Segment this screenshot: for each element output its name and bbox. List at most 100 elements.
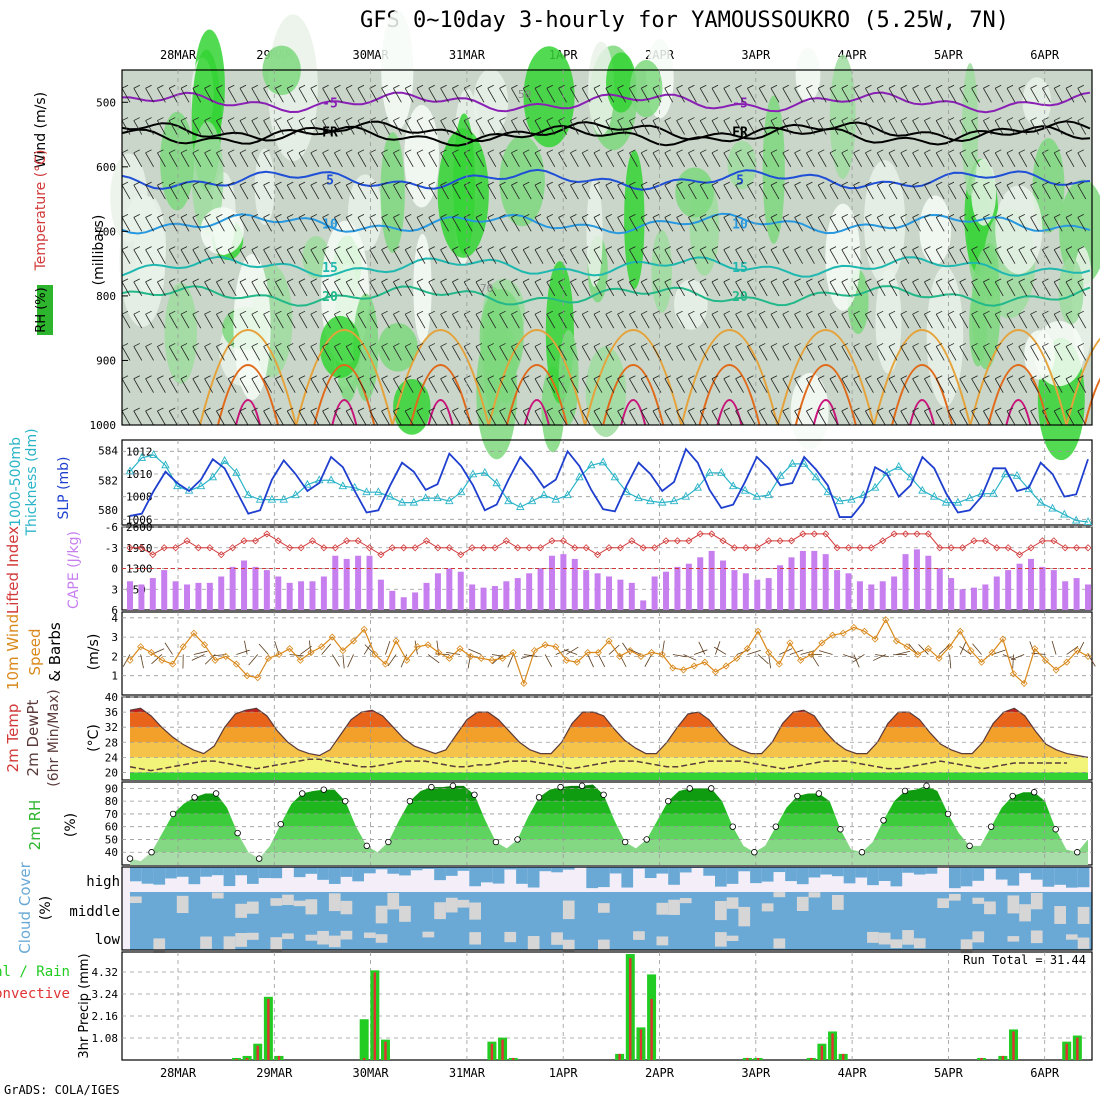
wind10-unit-label: (m/s)	[86, 634, 102, 671]
thickness-point	[255, 494, 265, 503]
wind-barb	[1006, 313, 1016, 329]
upper-air-frame	[121, 69, 1093, 426]
wind-barb-flag	[357, 246, 365, 250]
wind-barb-flag	[1065, 117, 1073, 121]
wind-barb	[876, 378, 886, 393]
thickness-point	[894, 461, 904, 470]
warm-contour	[776, 329, 875, 426]
wind-barb-flag	[959, 407, 966, 412]
wind-barb	[463, 313, 473, 329]
wind10-point	[860, 627, 869, 635]
wind-barb-flag	[157, 149, 164, 154]
wind-barb-flag	[1018, 214, 1025, 218]
wind-barb	[192, 410, 202, 426]
wind-barb-flag	[806, 181, 813, 186]
wind-barb-flag	[865, 149, 872, 154]
wind-barb-flag	[499, 214, 506, 218]
rh-band	[130, 852, 1088, 865]
wind-barb-flag	[251, 149, 258, 154]
rh-point	[708, 785, 715, 792]
wind-barb-flag	[605, 407, 612, 412]
wind-barb-flag	[900, 343, 907, 347]
wind-barb	[605, 249, 615, 264]
wind-barb	[605, 152, 615, 168]
wind-barb-flag	[157, 278, 164, 283]
wind-barb	[947, 152, 957, 168]
cloud-low-gap	[317, 930, 329, 945]
wind-barb	[1077, 152, 1087, 168]
wind-barb	[1018, 217, 1028, 232]
cape-bar	[503, 581, 510, 610]
wind-barb-flag	[133, 246, 140, 250]
li-point	[753, 544, 761, 552]
wind-barb-flag	[145, 407, 152, 412]
wind-barb-flag	[664, 310, 671, 315]
wind-barb	[310, 346, 320, 361]
wind-barb	[463, 249, 473, 264]
wind10-point	[1052, 666, 1060, 674]
cloud-low-gap	[375, 934, 388, 943]
wind-barb	[1006, 346, 1016, 361]
wind-barb-flag	[287, 149, 294, 154]
wind-barb	[1042, 378, 1051, 393]
wind10-point	[850, 623, 858, 632]
wind-barb	[853, 120, 862, 135]
wind-barb-flag	[664, 181, 671, 186]
wind-barb-flag	[617, 84, 624, 89]
wind10-point	[977, 658, 986, 666]
li-point	[377, 551, 385, 559]
wind10-point	[254, 674, 262, 682]
wind-barb-flag	[1006, 84, 1014, 89]
wind-barb	[1065, 152, 1075, 168]
wind-barb-flag	[700, 149, 707, 154]
rh-point	[299, 790, 306, 797]
wind-barb-flag	[511, 84, 518, 89]
wind-barb-flag	[947, 149, 955, 154]
wind10-point	[296, 656, 304, 664]
wind-barb-flag	[216, 375, 223, 380]
wind-barb	[511, 346, 520, 361]
wind-barb-flag	[629, 214, 636, 218]
wind-barb-flag	[322, 310, 329, 315]
wind-barb	[994, 120, 1004, 135]
wind-barb	[794, 410, 803, 426]
wind-barb	[145, 378, 154, 393]
li-point	[160, 544, 168, 552]
wind-barb-flag	[405, 214, 412, 218]
cape-bar	[560, 554, 567, 610]
wind-barb-flag	[794, 407, 801, 412]
wind-barb	[558, 217, 567, 232]
wind-barb	[275, 281, 284, 297]
wind10-tick-label: 1	[111, 670, 118, 683]
wind-barb-flag	[239, 407, 247, 412]
wind-barb	[133, 378, 143, 393]
wind-barb-flag	[593, 375, 601, 380]
bottom-date-label: 28MAR	[159, 1066, 197, 1080]
cloud-high-bar	[761, 867, 774, 882]
run-total-label: Run Total = 31.44	[963, 953, 1086, 967]
wind10-point	[232, 660, 241, 668]
wind-barb-flag	[1065, 149, 1073, 154]
wind-barb-flag	[133, 149, 140, 154]
wind-barb	[275, 378, 284, 393]
wind-barb-flag	[995, 375, 1002, 380]
wind-barb-flag	[759, 246, 766, 250]
thickness-point	[728, 481, 738, 490]
rh-point	[858, 849, 866, 856]
wind-barb	[546, 152, 556, 168]
wind-barb-flag	[582, 278, 589, 283]
wind10-point	[179, 643, 187, 651]
wind-barb-flag	[711, 278, 719, 283]
wind-barb	[1018, 249, 1028, 264]
cloud-mid-gap	[668, 899, 680, 915]
wind-barb	[487, 88, 497, 103]
wind-barb-flag	[959, 84, 966, 89]
wind-barb-flag	[770, 407, 778, 412]
wind-barb	[452, 313, 461, 329]
wind-barb-flag	[983, 407, 990, 412]
wind10-barb	[387, 654, 397, 667]
wind-barb	[286, 346, 296, 361]
wind10-point	[892, 637, 900, 645]
wind-barb-flag	[676, 310, 683, 315]
cape-bar	[149, 578, 156, 610]
